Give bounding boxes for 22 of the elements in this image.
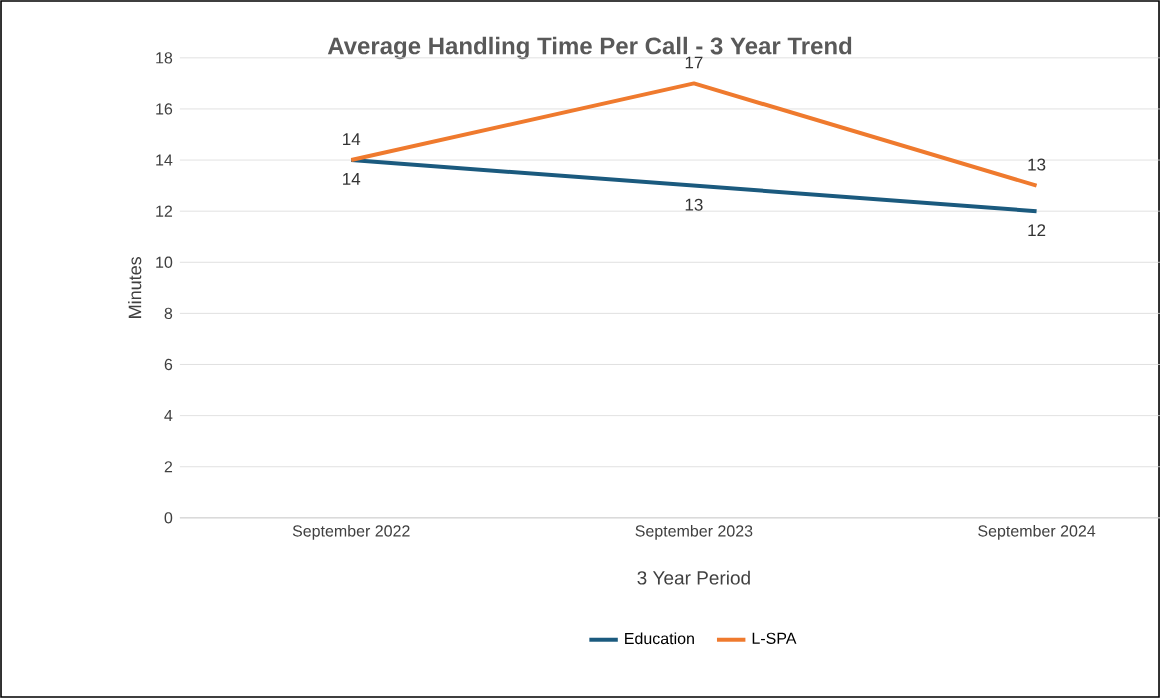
data-label: 12 <box>1028 224 1046 237</box>
data-label: 14 <box>343 133 361 145</box>
y-tick-label: 16 <box>156 103 173 115</box>
legend-label: Education <box>625 632 694 645</box>
y-tick-label: 6 <box>164 358 173 371</box>
y-tick-label: 0 <box>164 512 173 524</box>
x-axis-title: 3 Year Period <box>637 570 750 585</box>
data-label: 13 <box>685 198 703 211</box>
y-tick-label: 18 <box>156 52 173 64</box>
y-axis-title: Minutes <box>128 256 142 318</box>
x-tick-label: September 2024 <box>978 524 1096 540</box>
y-tick-label: 14 <box>156 154 173 166</box>
data-label: 14 <box>343 173 361 185</box>
x-tick-label: September 2023 <box>635 524 753 540</box>
y-tick-label: 10 <box>156 256 173 268</box>
y-tick-label: 2 <box>164 461 173 473</box>
y-tick-label: 4 <box>164 410 173 422</box>
x-tick-label: September 2022 <box>292 524 410 540</box>
y-tick-label: 8 <box>164 307 173 320</box>
data-label: 13 <box>1028 158 1046 171</box>
y-tick-label: 12 <box>156 205 173 217</box>
legend-label: L-SPA <box>752 632 797 644</box>
